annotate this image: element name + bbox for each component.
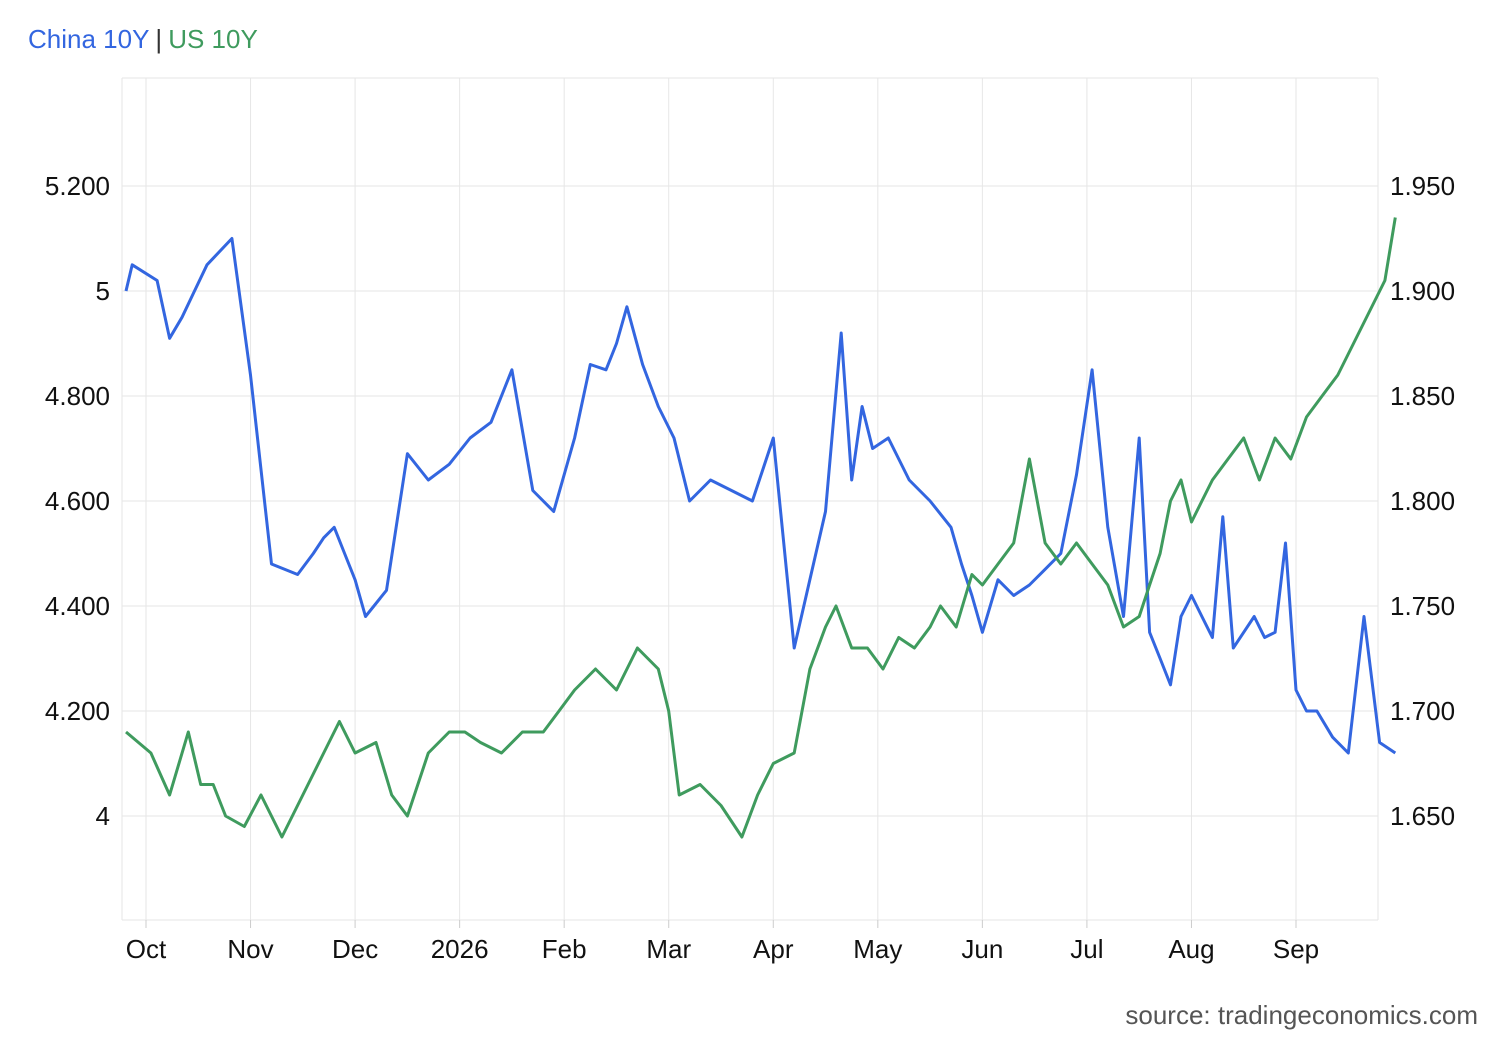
right-tick-label: 1.800 [1390, 486, 1455, 516]
right-tick-label: 1.850 [1390, 381, 1455, 411]
source-credit[interactable]: source: tradingeconomics.com [1125, 1000, 1478, 1030]
left-tick-label: 5.200 [45, 171, 110, 201]
x-tick-label: Oct [126, 934, 167, 964]
left-tick-label: 4.600 [45, 486, 110, 516]
x-tick-label: Dec [332, 934, 378, 964]
x-tick-label: Mar [646, 934, 691, 964]
left-axis: 5.200 5 4.800 4.600 4.400 4.200 4 [45, 171, 110, 831]
left-tick-label: 4.800 [45, 381, 110, 411]
right-tick-label: 1.750 [1390, 591, 1455, 621]
legend-china[interactable]: China 10Y [28, 24, 150, 54]
x-tick-label: Jul [1070, 934, 1103, 964]
legend-separator: | [155, 24, 163, 54]
x-tick-label: Aug [1168, 934, 1214, 964]
right-tick-label: 1.900 [1390, 276, 1455, 306]
us-10y-line[interactable] [125, 217, 1397, 839]
left-tick-label: 5 [96, 276, 110, 306]
x-axis: Oct Nov Dec 2026 Feb Mar Apr May Jun Jul Aug Sep [126, 920, 1319, 964]
legend-us[interactable]: US 10Y [168, 24, 258, 54]
china-10y-line[interactable] [124, 237, 1397, 755]
x-tick-label: Nov [227, 934, 273, 964]
x-tick-label: Feb [542, 934, 587, 964]
right-tick-label: 1.700 [1390, 696, 1455, 726]
right-tick-label: 1.950 [1390, 171, 1455, 201]
left-tick-label: 4.200 [45, 696, 110, 726]
left-tick-label: 4.400 [45, 591, 110, 621]
right-axis: 1.950 1.900 1.850 1.800 1.750 1.700 1.650 [1390, 171, 1455, 831]
x-tick-label: Sep [1273, 934, 1319, 964]
x-tick-label: May [853, 934, 902, 964]
x-tick-label: Apr [753, 934, 794, 964]
right-tick-label: 1.650 [1390, 801, 1455, 831]
left-tick-label: 4 [96, 801, 110, 831]
series [124, 217, 1397, 839]
chart-legend: China 10Y | US 10Y [28, 24, 258, 55]
x-tick-label: Jun [961, 934, 1003, 964]
x-tick-label: 2026 [431, 934, 489, 964]
